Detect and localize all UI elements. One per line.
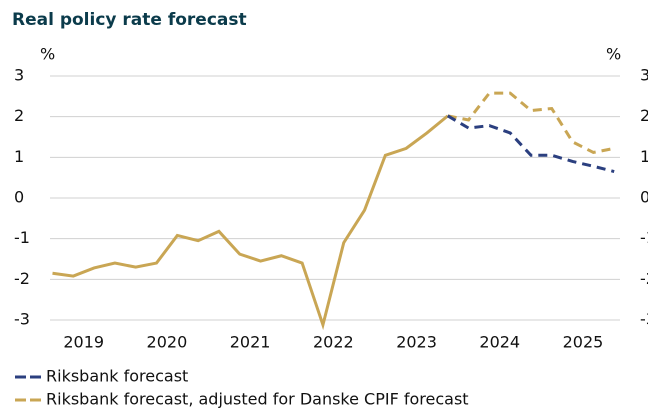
y-axis-label: % [40, 45, 55, 64]
series-line [52, 114, 449, 331]
y2-tick-label: 2 [640, 106, 648, 125]
y-tick-label: 3 [14, 66, 24, 85]
series-line [447, 91, 615, 155]
x-tick-label: 2022 [313, 333, 354, 352]
series-line [446, 114, 615, 174]
y-tick-label: 0 [14, 188, 24, 207]
x-tick-label: 2023 [396, 333, 437, 352]
y-tick-label: -2 [14, 269, 30, 288]
y-tick-label: -3 [14, 310, 30, 329]
legend-label: Riksbank forecast [46, 367, 188, 386]
x-tick-label: 2020 [147, 333, 188, 352]
y2-tick-label: 1 [640, 147, 648, 166]
y2-tick-label: -3 [640, 310, 648, 329]
y2-tick-label: 0 [640, 188, 648, 207]
y2-tick-label: 3 [640, 66, 648, 85]
y-tick-label: 1 [14, 147, 24, 166]
y-tick-label: 2 [14, 106, 24, 125]
y-tick-label: -1 [14, 228, 30, 247]
chart-title: Real policy rate forecast [12, 10, 247, 30]
y2-tick-label: -2 [640, 269, 648, 288]
x-tick-label: 2025 [563, 333, 604, 352]
x-tick-label: 2024 [479, 333, 520, 352]
y2-axis-label: % [606, 45, 621, 64]
x-tick-label: 2019 [63, 333, 104, 352]
legend-label: Riksbank forecast, adjusted for Danske C… [46, 390, 469, 409]
x-tick-label: 2021 [230, 333, 271, 352]
y2-tick-label: -1 [640, 228, 648, 247]
